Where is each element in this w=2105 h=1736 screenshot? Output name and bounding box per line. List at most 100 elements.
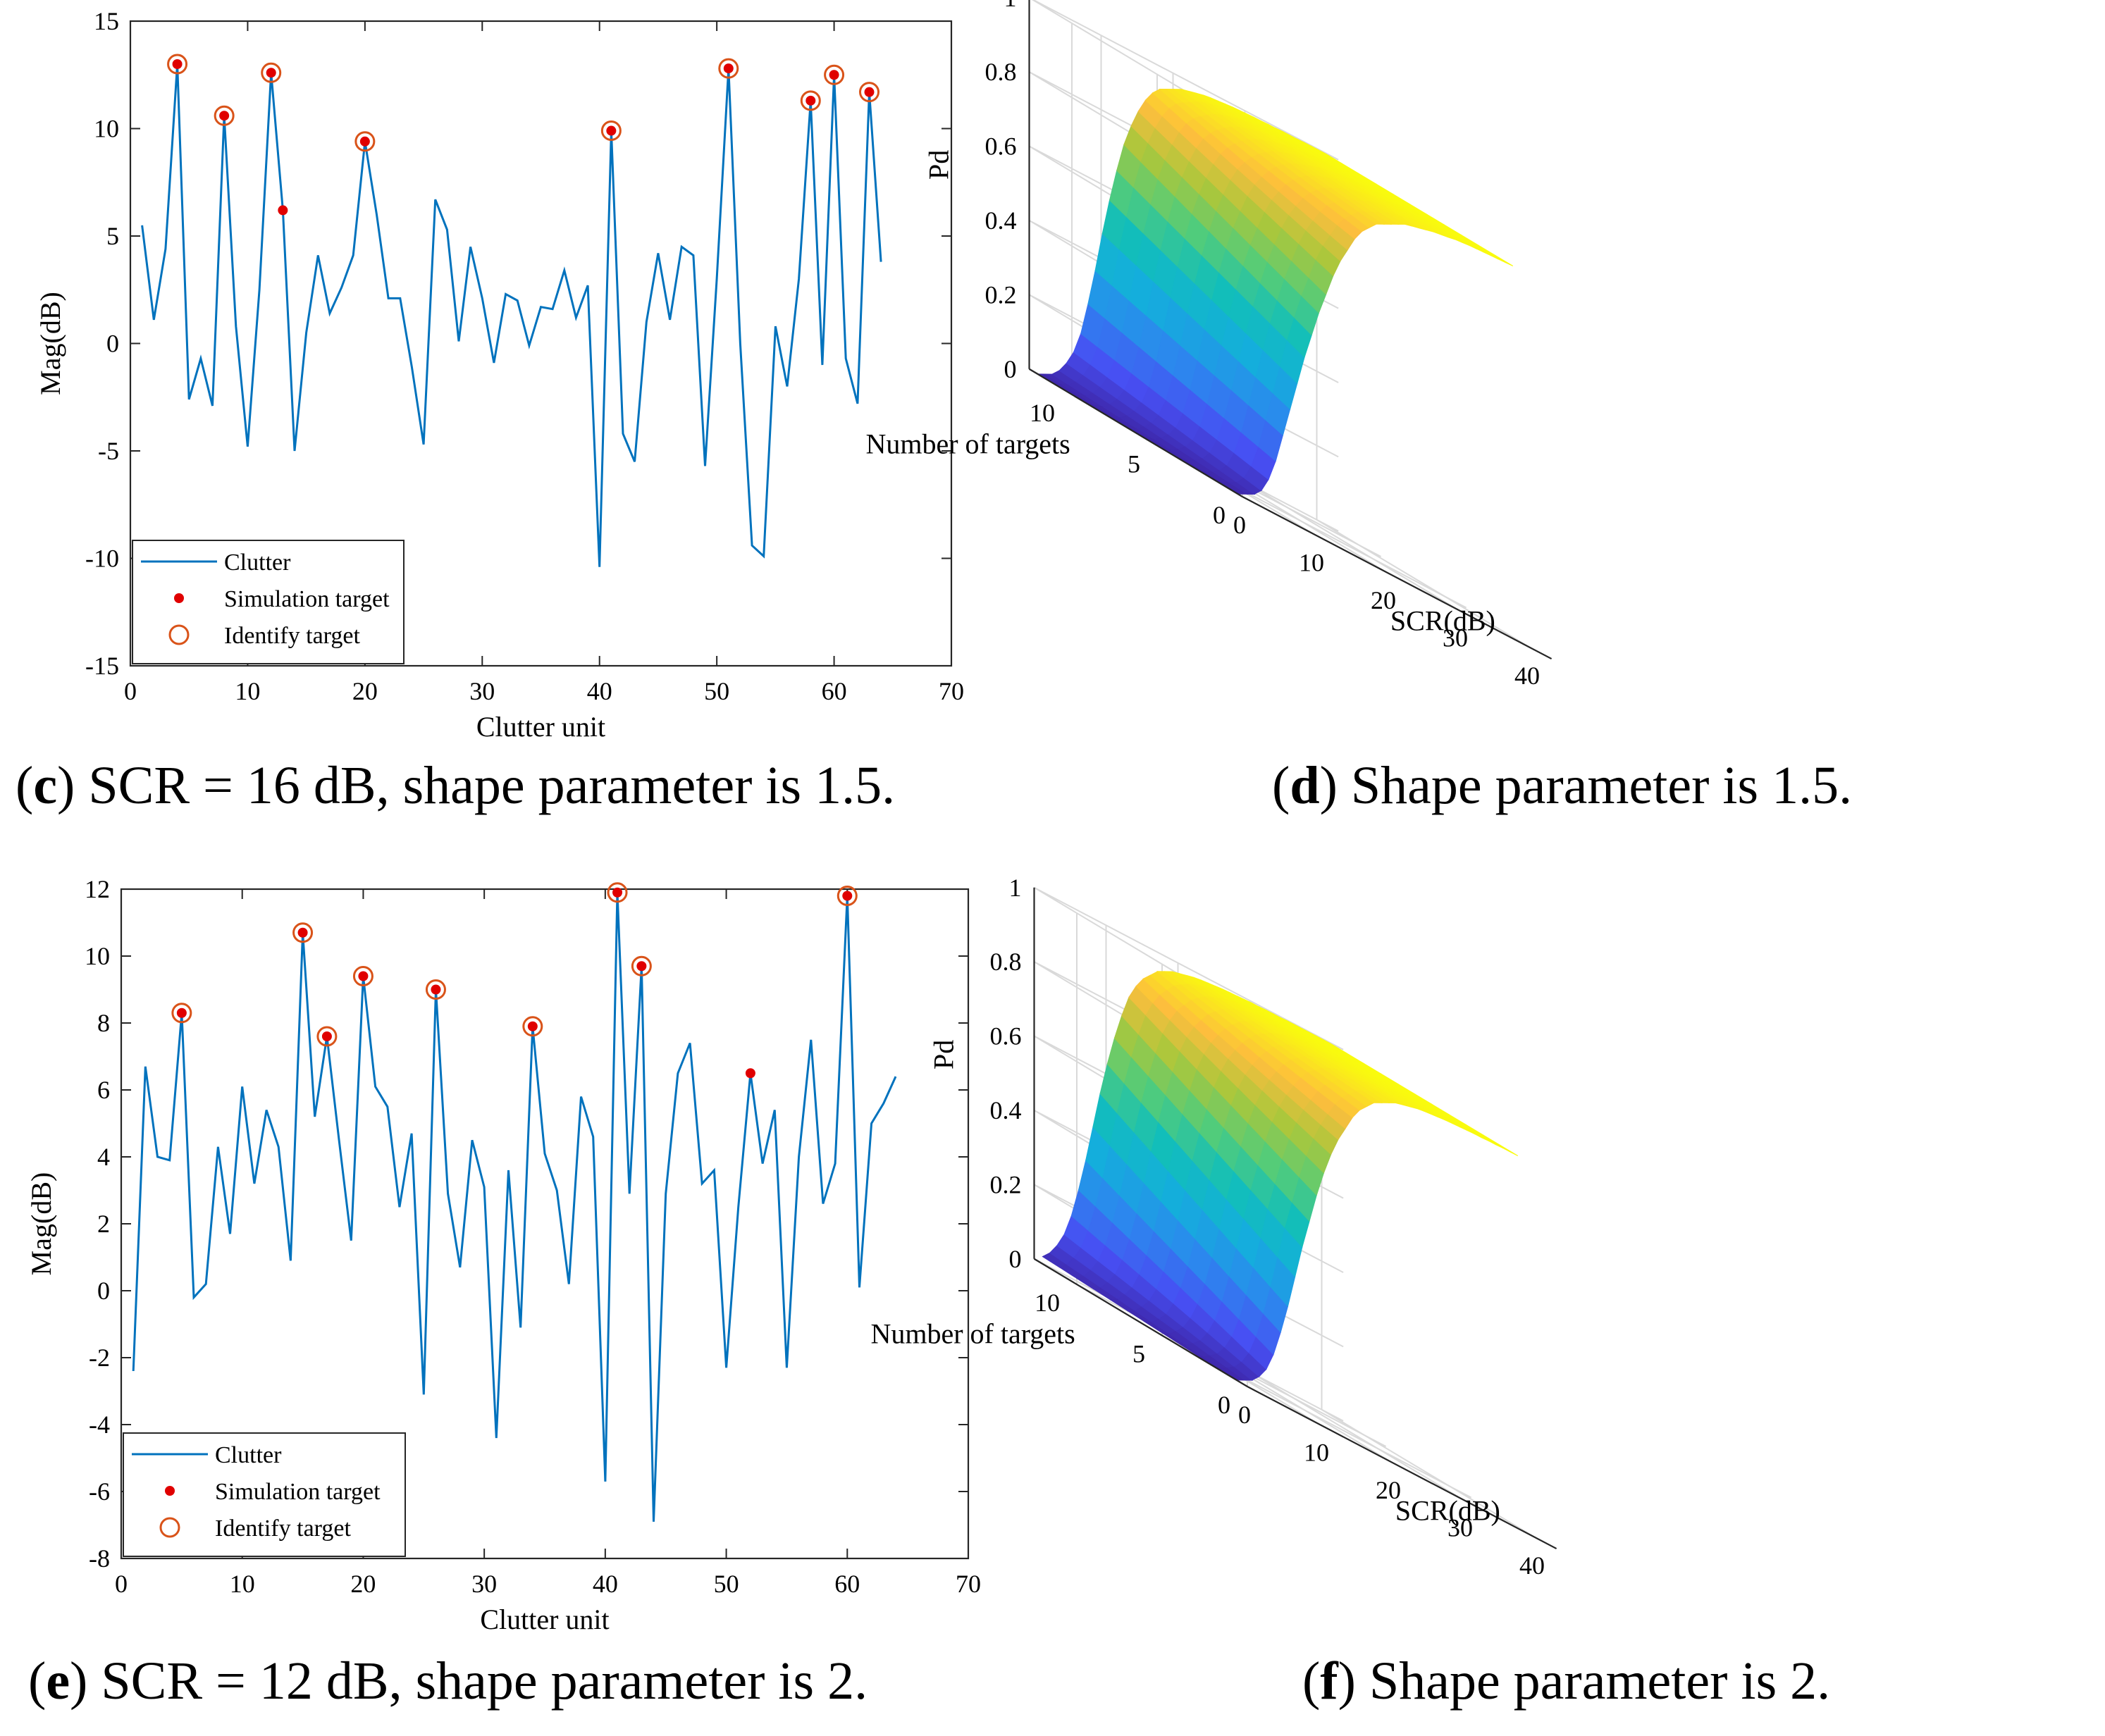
caption-c-letter: c xyxy=(33,756,58,815)
identify-target-marker xyxy=(354,131,376,152)
x-tick-label: 40 xyxy=(593,1570,618,1598)
x-tick-label: 70 xyxy=(956,1570,981,1598)
y-tick-label: -15 xyxy=(85,652,119,680)
x-tick-label: 10 xyxy=(235,677,260,705)
legend-entry-label: Identify target xyxy=(215,1515,351,1542)
y-tick-label: -4 xyxy=(89,1410,110,1439)
caption-f-letter: f xyxy=(1320,1651,1338,1711)
grid-line-floor-scr xyxy=(1249,1371,1464,1501)
identify-target-marker xyxy=(837,886,858,906)
simulation-target-point xyxy=(723,63,734,74)
identify-target-marker xyxy=(171,1003,192,1024)
y-tick-label: 4 xyxy=(97,1143,110,1171)
pd-tick-label: 0.6 xyxy=(990,1022,1022,1050)
scr-tick-label: 40 xyxy=(1519,1551,1545,1580)
y-tick-label: -5 xyxy=(98,437,119,465)
simulation-target-point xyxy=(636,961,647,972)
y-tick-label: 10 xyxy=(94,115,119,143)
scr-axis-label: SCR(dB) xyxy=(1395,1495,1500,1527)
x-tick-label: 10 xyxy=(230,1570,255,1598)
pd-tick-label: 0.2 xyxy=(985,280,1017,309)
pd-axis-label: Pd xyxy=(923,150,955,180)
simulation-target-point xyxy=(359,136,370,147)
grid-line-back-horizontal xyxy=(1032,0,1339,161)
identify-target-marker xyxy=(261,62,282,83)
simulation-target-point xyxy=(431,984,441,995)
identify-target-marker xyxy=(316,1026,338,1047)
y-tick-label: -8 xyxy=(89,1544,110,1573)
caption-c-text: SCR = 16 dB, shape parameter is 1.5. xyxy=(75,756,896,815)
legend-entry-label: Simulation target xyxy=(224,586,390,612)
x-tick-label: 20 xyxy=(352,677,378,705)
legend-e: Clutter Simulation target Identify target xyxy=(123,1432,406,1557)
y-axis-label: Mag(dB) xyxy=(35,292,66,395)
surface-patch xyxy=(1488,252,1514,267)
identify-target-marker xyxy=(425,979,446,1000)
identify-target-marker xyxy=(352,966,374,986)
y-tick-label: 2 xyxy=(97,1210,110,1238)
clutter-series-line xyxy=(132,892,897,1522)
scr-axis-label: SCR(dB) xyxy=(1390,605,1495,637)
identify-target-marker xyxy=(800,90,821,111)
x-axis-label: Clutter unit xyxy=(476,711,605,743)
x-tick-label: 20 xyxy=(350,1570,376,1598)
x-tick-label: 0 xyxy=(124,677,137,705)
scr-tick-label: 0 xyxy=(1238,1401,1251,1429)
y-tick-label: 15 xyxy=(94,7,119,35)
simulation-target-point xyxy=(842,891,853,901)
targets-tick-label: 10 xyxy=(1030,399,1055,427)
scr-axis-line xyxy=(1247,1386,1557,1550)
scr-tick-label: 40 xyxy=(1514,662,1540,690)
pd-tick-label: 0 xyxy=(1009,1245,1022,1273)
clutter-series-line xyxy=(141,63,882,567)
targets-axis-label: Number of targets xyxy=(870,1318,1075,1350)
simulation-target-point xyxy=(176,1008,187,1018)
identify-target-marker xyxy=(859,82,879,103)
scr-tick-label: 0 xyxy=(1233,511,1246,539)
y-tick-label: 6 xyxy=(97,1076,110,1104)
caption-e: (e) SCR = 12 dB, shape parameter is 2. xyxy=(28,1651,868,1711)
x-tick-label: 0 xyxy=(115,1570,128,1598)
caption-e-letter: e xyxy=(46,1651,70,1711)
pd-tick-label: 0.6 xyxy=(985,132,1017,161)
simulation-target-point xyxy=(527,1021,538,1031)
y-tick-label: -10 xyxy=(85,545,119,573)
targets-tick-label: 5 xyxy=(1128,450,1140,478)
grid-line-back-horizontal xyxy=(1034,886,1344,1050)
simulation-target-point xyxy=(321,1031,332,1041)
y-tick-label: -6 xyxy=(89,1477,110,1506)
scr-axis-line xyxy=(1242,496,1552,660)
simulation-target-point xyxy=(358,971,369,981)
simulation-target-point xyxy=(745,1068,755,1079)
identify-target-marker xyxy=(292,922,314,943)
simulation-target-point xyxy=(219,111,230,121)
simulation-target-point xyxy=(612,887,623,898)
simulation-target-point xyxy=(297,927,308,938)
legend-c: Clutter Simulation target Identify target xyxy=(132,540,405,664)
caption-d-letter: d xyxy=(1290,756,1320,815)
simulation-target-point xyxy=(864,87,875,97)
targets-tick-label: 0 xyxy=(1218,1391,1230,1419)
y-tick-label: -2 xyxy=(89,1344,110,1372)
targets-axis-label: Number of targets xyxy=(865,428,1070,460)
scr-tick-label: 30 xyxy=(1447,1514,1473,1542)
x-tick-label: 40 xyxy=(587,677,612,705)
y-tick-label: 12 xyxy=(85,875,110,903)
scr-tick-label: 10 xyxy=(1304,1439,1329,1467)
targets-tick-label: 0 xyxy=(1213,501,1226,529)
simulation-target-point xyxy=(266,68,276,78)
scr-tick-label: 10 xyxy=(1299,549,1324,577)
scr-tick-label: 20 xyxy=(1376,1476,1401,1504)
identify-target-marker xyxy=(718,58,739,79)
legend-identify-swatch xyxy=(159,1517,180,1538)
x-tick-label: 50 xyxy=(704,677,729,705)
x-tick-label: 60 xyxy=(834,1570,860,1598)
identify-target-marker xyxy=(607,882,628,903)
x-tick-label: 30 xyxy=(469,677,495,705)
identify-target-marker xyxy=(824,64,845,85)
pd-tick-label: 0.4 xyxy=(985,206,1017,235)
targets-tick-label: 5 xyxy=(1132,1340,1145,1368)
identify-target-marker xyxy=(631,955,652,976)
x-axis-label: Clutter unit xyxy=(480,1604,609,1635)
